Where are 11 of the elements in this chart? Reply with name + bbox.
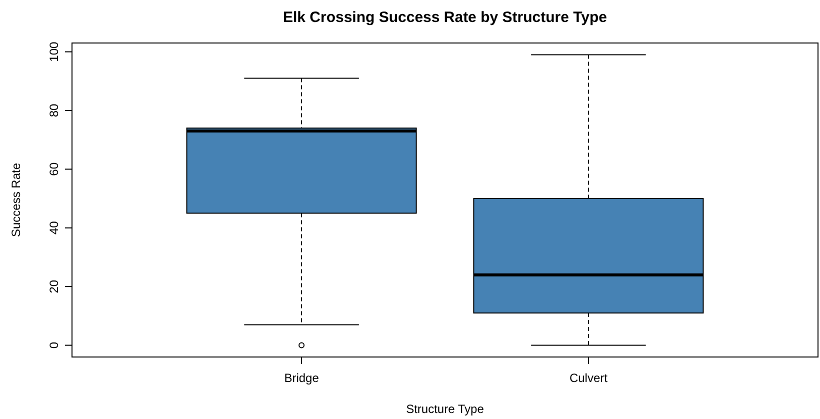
x-axis-title: Structure Type [406,402,484,416]
y-tick-label: 60 [47,162,61,176]
y-tick-label: 80 [47,104,61,118]
chart-title: Elk Crossing Success Rate by Structure Type [282,9,608,26]
y-tick-label: 0 [47,342,61,349]
y-tick-label: 40 [47,220,61,235]
y-tick-label: 20 [47,280,61,294]
y-axis-title: Success Rate [9,162,23,238]
x-tick-label: Culvert [569,371,608,385]
x-tick-label: Bridge [284,371,320,385]
y-tick-label: 100 [47,41,61,62]
